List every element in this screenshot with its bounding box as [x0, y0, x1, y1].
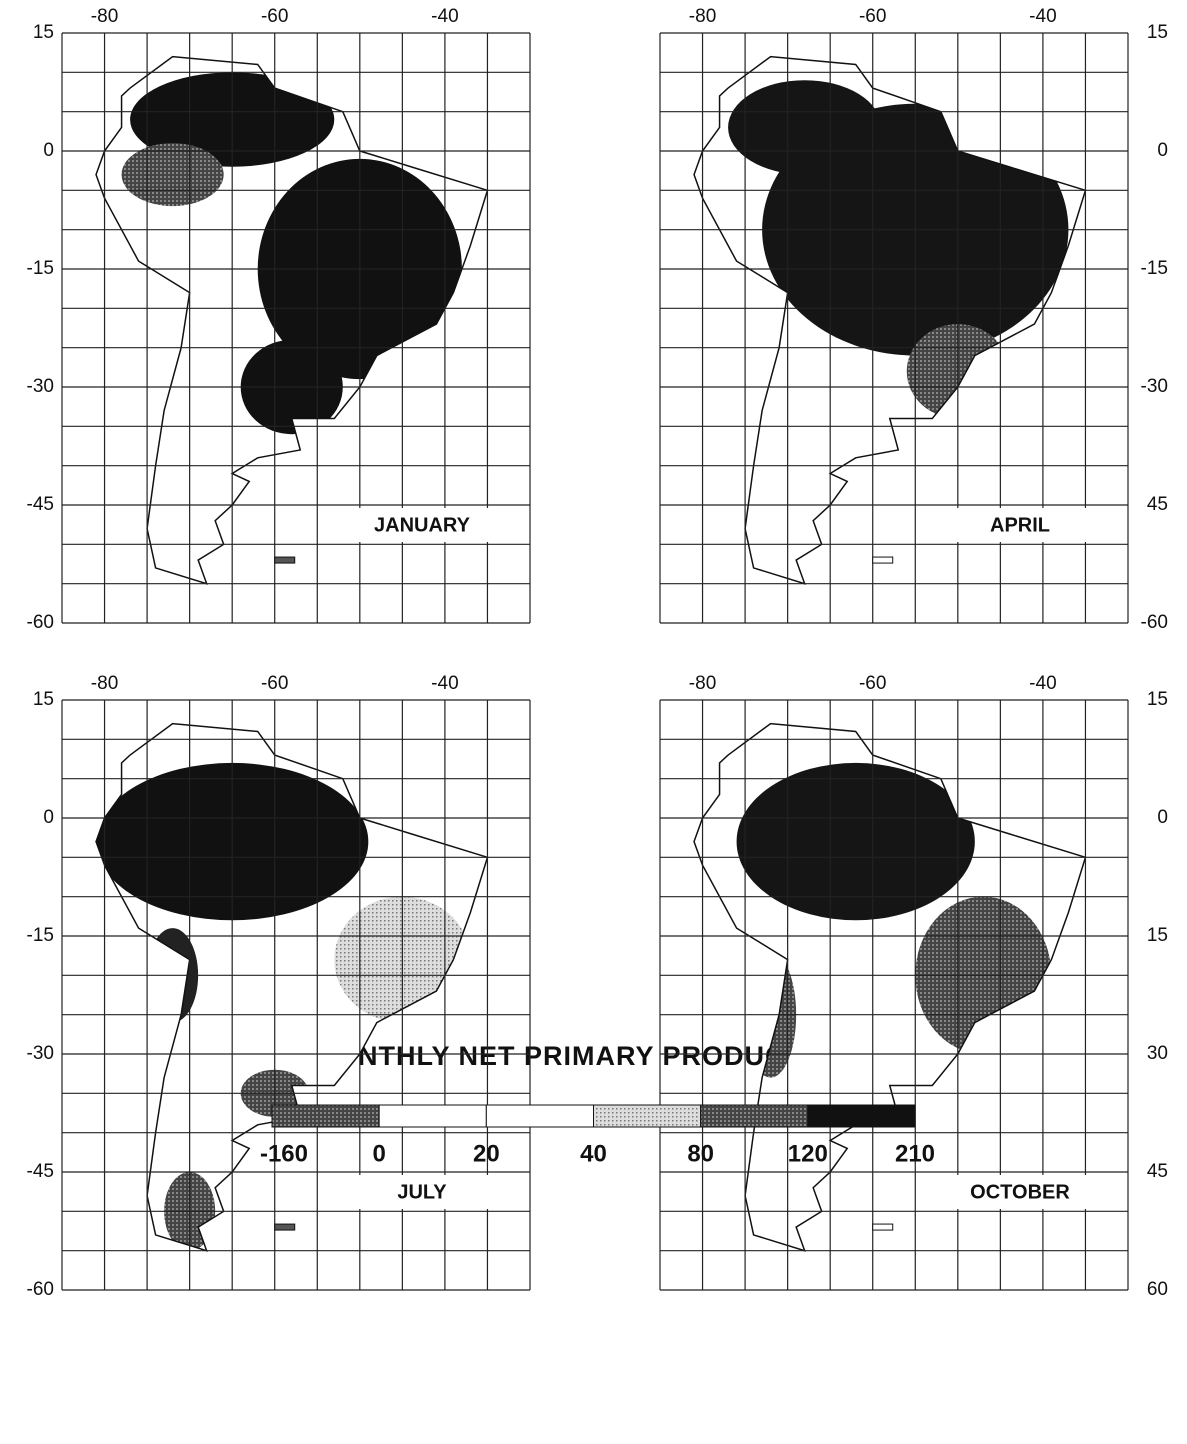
x-tick-label: -80 — [689, 673, 716, 694]
shade-region — [122, 143, 224, 206]
y-tick-label: 30 — [1147, 1043, 1168, 1064]
y-tick-label: -30 — [1141, 376, 1168, 397]
y-tick-label: -60 — [27, 1279, 54, 1300]
y-tick-label: -15 — [27, 258, 54, 279]
y-tick-label: -30 — [27, 1043, 54, 1064]
y-tick-label: 0 — [1157, 140, 1168, 161]
y-tick-label: -45 — [27, 494, 54, 515]
panel-label: OCTOBER — [970, 1181, 1070, 1203]
y-tick-label: 15 — [1147, 925, 1168, 946]
y-tick-label: -15 — [27, 925, 54, 946]
map-panel: -80 -60 -40 15 0 15 30 45 60 OCTOBER — [660, 673, 1168, 1300]
x-tick-label: -60 — [859, 673, 886, 694]
legend-swatch — [701, 1105, 808, 1127]
y-tick-label: 45 — [1147, 1161, 1168, 1182]
shade-region — [728, 80, 881, 174]
x-tick-label: -40 — [431, 6, 458, 27]
legend-tick-label: 210 — [895, 1140, 935, 1167]
y-tick-label: 0 — [1157, 807, 1168, 828]
y-tick-label: 15 — [1147, 689, 1168, 710]
x-tick-label: -40 — [1029, 6, 1056, 27]
y-tick-label: 45 — [1147, 494, 1168, 515]
x-tick-label: -80 — [91, 673, 118, 694]
legend-tick-label: 120 — [788, 1140, 828, 1167]
y-tick-label: 60 — [1147, 1279, 1168, 1300]
legend-tick-label: 20 — [473, 1140, 500, 1167]
x-tick-label: -60 — [261, 673, 288, 694]
y-tick-label: -60 — [27, 612, 54, 633]
x-tick-label: -80 — [689, 6, 716, 27]
island-mark — [873, 557, 893, 563]
island-mark — [275, 1224, 295, 1230]
legend-swatch — [379, 1105, 486, 1127]
panel-label: APRIL — [990, 514, 1050, 536]
figure: MONTHLY NET PRIMARY PRODUCTIVITY -80-60-… — [0, 0, 1187, 1439]
legend-swatch — [594, 1105, 701, 1127]
legend-swatch — [486, 1105, 593, 1127]
map-panel: -80 -60 -40 15 0 -15 -30 -45 -60 JANUARY — [27, 6, 530, 633]
y-tick-label: -30 — [27, 376, 54, 397]
y-tick-label: 15 — [33, 689, 54, 710]
x-tick-label: -80 — [91, 6, 118, 27]
panel-label: JULY — [397, 1181, 447, 1203]
legend-swatch — [272, 1105, 379, 1127]
island-mark — [275, 557, 295, 563]
y-tick-label: -15 — [1141, 258, 1168, 279]
y-tick-label: -45 — [27, 1161, 54, 1182]
map-panel: -80 -60 -40 15 0 -15 -30 -45 -60 JULY — [27, 673, 530, 1300]
legend-swatch — [808, 1105, 915, 1127]
y-tick-label: 15 — [1147, 22, 1168, 43]
y-tick-label: 15 — [33, 22, 54, 43]
y-tick-label: -60 — [1141, 612, 1168, 633]
x-tick-label: -40 — [431, 673, 458, 694]
legend-tick-label: 40 — [580, 1140, 607, 1167]
legend-tick-label: -160 — [260, 1140, 308, 1167]
x-tick-label: -40 — [1029, 673, 1056, 694]
island-mark — [873, 1224, 893, 1230]
map-panel: -80 -60 -40 15 0 -15 -30 45 -60 APRIL — [660, 6, 1168, 633]
legend-tick-label: 0 — [372, 1140, 385, 1167]
y-tick-label: 0 — [43, 140, 54, 161]
panel-label: JANUARY — [374, 514, 471, 536]
x-tick-label: -60 — [859, 6, 886, 27]
legend-tick-label: 80 — [687, 1140, 714, 1167]
x-tick-label: -60 — [261, 6, 288, 27]
y-tick-label: 0 — [43, 807, 54, 828]
